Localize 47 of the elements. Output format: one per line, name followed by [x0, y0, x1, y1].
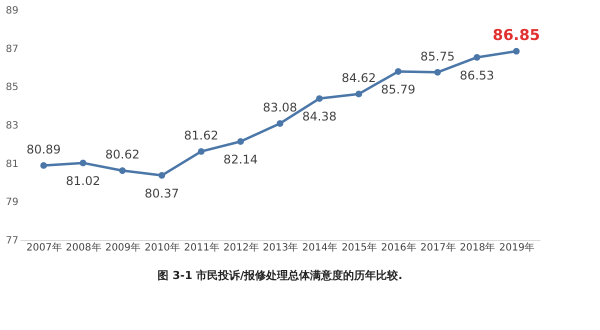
point	[394, 68, 402, 75]
x-tick-label: 2017年	[420, 242, 456, 254]
x-tick-label: 2014年	[302, 242, 338, 254]
point	[276, 120, 284, 127]
x-tick-label: 2016年	[380, 242, 416, 254]
y-tick-label: 85	[6, 82, 18, 94]
point	[198, 148, 205, 155]
x-tick-label: 2007年	[26, 242, 62, 254]
y-tick-label: 87	[6, 44, 18, 55]
x-tick-label: 2009年	[105, 242, 141, 254]
data-label: 85.79	[381, 82, 416, 97]
data-label: 80.89	[26, 142, 61, 156]
point	[237, 138, 244, 145]
data-label: 81.02	[66, 174, 100, 188]
data-label: 84.38	[302, 110, 337, 124]
y-tick-label: 89	[6, 6, 18, 16]
data-label: 80.62	[105, 148, 140, 162]
data-label: 83.08	[262, 100, 298, 114]
point	[158, 172, 166, 179]
y-tick-label: 83	[6, 120, 18, 132]
data-label: 81.62	[184, 128, 218, 142]
y-tick-label: 77	[6, 236, 18, 246]
x-tick-label: 2018年	[460, 242, 496, 254]
data-label: 86.85	[492, 26, 540, 44]
data-label: 82.14	[223, 152, 258, 166]
data-label: 84.62	[342, 70, 376, 85]
point	[316, 95, 323, 102]
data-label: 80.37	[144, 186, 179, 200]
point	[513, 48, 520, 55]
x-tick-label: 2012年	[223, 242, 259, 254]
x-tick-label: 2019年	[499, 242, 535, 254]
point	[434, 68, 441, 76]
x-tick-label: 2011年	[184, 242, 220, 254]
point	[40, 162, 47, 169]
point	[119, 167, 126, 174]
x-tick-label: 2008年	[66, 242, 102, 254]
point	[80, 160, 86, 166]
text: 图 3-1 市民投诉/报修处理总体满意度的历年比较.	[158, 269, 402, 282]
x-tick-label: 2015年	[342, 242, 378, 254]
data-label: 85.75	[420, 49, 455, 64]
y-tick-label: 79	[6, 197, 18, 208]
x-tick-label: 2010年	[144, 242, 180, 254]
y-tick-label: 81	[6, 158, 18, 170]
data-label: 86.53	[460, 68, 494, 82]
point	[474, 54, 480, 61]
x-tick-label: 2013年	[262, 242, 298, 254]
point	[355, 90, 362, 98]
